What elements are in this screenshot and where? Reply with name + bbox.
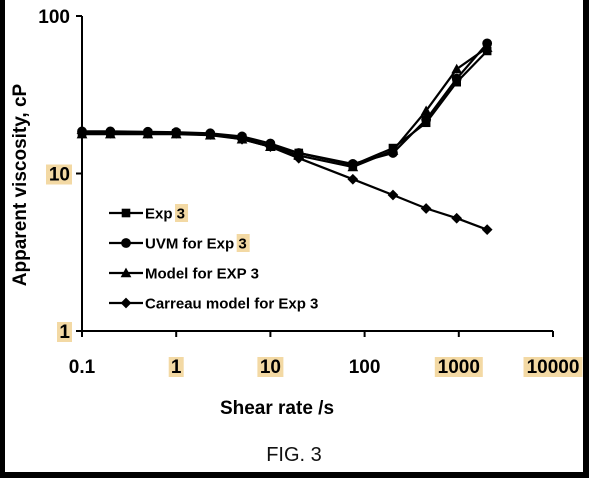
legend-item: UVM for Exp 3 xyxy=(109,234,250,253)
x-axis-title: Shear rate /s xyxy=(220,398,334,419)
x-tick-label-highlight xyxy=(434,357,483,377)
data-point xyxy=(420,203,432,214)
legend-item: Exp 3 xyxy=(109,204,189,223)
x-tick-label: 10000 xyxy=(527,357,580,378)
data-point xyxy=(420,105,432,116)
data-point xyxy=(142,127,154,139)
data-point xyxy=(347,161,359,172)
chart: 0.1 1 10 100 1000 10000 1 10 100 Shear rate /s A… xyxy=(10,7,583,419)
y-tick-label-highlight xyxy=(46,164,72,185)
data-point xyxy=(451,73,462,84)
legend: Exp 3 UVM for Exp 3 Model for EXP 3 Carreau… xyxy=(109,204,318,313)
y-tick-label: 10 xyxy=(49,165,70,186)
legend-item: Model for EXP 3 xyxy=(109,266,259,283)
data-point xyxy=(204,129,216,140)
legend-swatch-marker xyxy=(120,267,132,278)
data-point xyxy=(265,141,276,153)
legend-swatch-marker xyxy=(121,238,131,248)
data-point xyxy=(481,42,493,52)
axes xyxy=(76,15,554,337)
figure-caption: FIG. 3 xyxy=(266,444,322,466)
x-tick-label-highlight xyxy=(168,357,184,377)
x-tick-label: 100 xyxy=(349,357,381,378)
legend-item: Carreau model for Exp 3 xyxy=(109,296,318,313)
series-layer xyxy=(76,38,493,236)
y-tick-label: 100 xyxy=(38,7,70,28)
x-tick-label: 10 xyxy=(260,357,281,378)
data-point xyxy=(421,114,432,125)
figure-frame: 0.1 1 10 100 1000 10000 1 10 100 Shear rate /s A… xyxy=(5,0,583,472)
data-point xyxy=(104,127,116,139)
series-4 xyxy=(76,127,493,236)
data-point xyxy=(451,212,463,224)
data-point xyxy=(236,133,248,145)
legend-label: UVM for Exp 3 xyxy=(145,236,247,253)
data-point xyxy=(347,173,359,185)
legend-label: Exp 3 xyxy=(145,206,185,223)
legend-label-highlight xyxy=(236,234,250,252)
data-point xyxy=(76,127,88,139)
axis-titles: Shear rate /s Apparent viscosity, cP xyxy=(10,83,334,419)
x-tick-label: 0.1 xyxy=(69,357,96,378)
y-tick-label-highlight xyxy=(57,322,72,342)
legend-swatch-marker xyxy=(120,297,132,309)
x-tick-label-highlight xyxy=(523,357,583,377)
legend-label: Carreau model for Exp 3 xyxy=(145,296,318,313)
y-axis-title: Apparent viscosity, cP xyxy=(10,83,31,286)
tick-labels: 0.1 1 10 100 1000 10000 1 10 100 xyxy=(38,7,583,378)
data-point xyxy=(387,189,399,201)
x-tick-label: 1000 xyxy=(438,357,480,378)
legend-label: Model for EXP 3 xyxy=(145,266,259,283)
data-point xyxy=(170,127,182,139)
data-point xyxy=(387,145,399,155)
x-tick-label: 1 xyxy=(171,357,182,378)
series-2 xyxy=(77,38,493,169)
x-tick-label-highlight xyxy=(257,357,284,377)
y-tick-label: 1 xyxy=(59,322,70,343)
data-point xyxy=(481,224,493,236)
data-point xyxy=(293,152,305,164)
legend-label-highlight xyxy=(175,204,189,222)
data-point xyxy=(451,63,463,74)
legend-swatch-marker xyxy=(121,208,131,218)
series-line xyxy=(82,42,489,166)
